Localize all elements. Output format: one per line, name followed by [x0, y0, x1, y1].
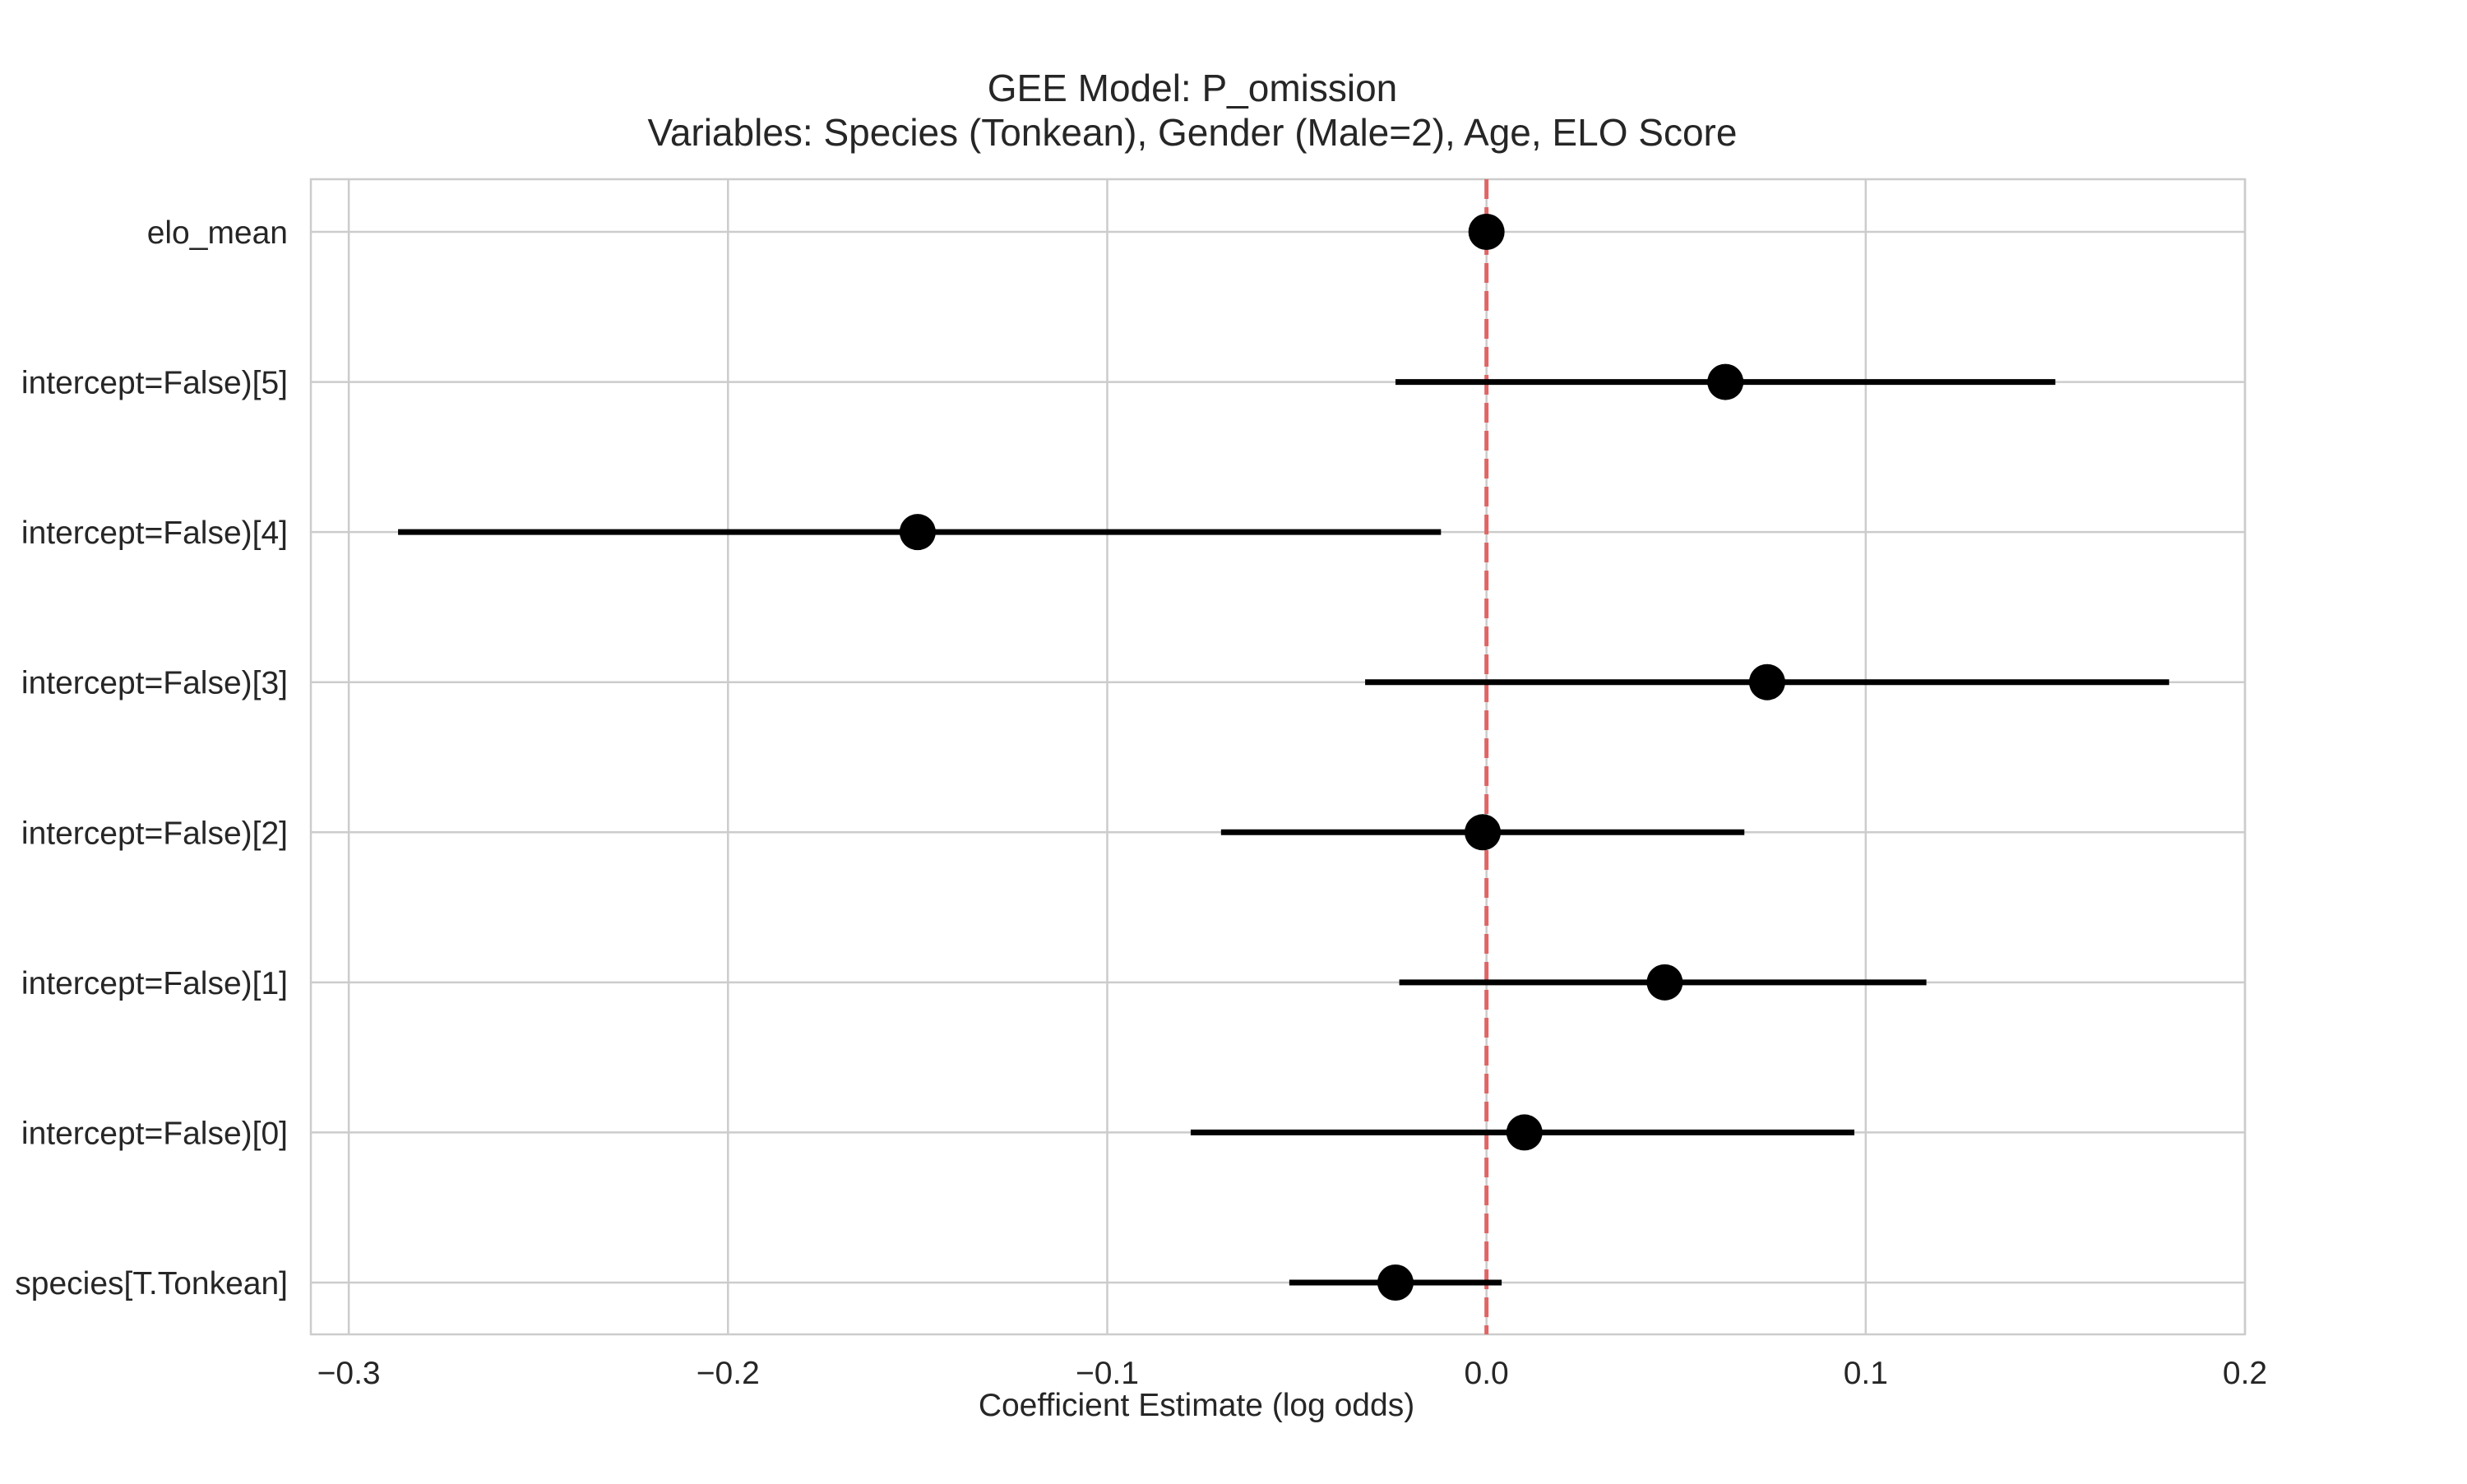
chart-title: GEE Model: P_omission — [988, 67, 1398, 109]
y-tick-label: intercept=False)[5] — [21, 366, 288, 401]
y-tick-label: intercept=False)[0] — [21, 1116, 288, 1151]
y-tick-label: elo_mean — [147, 215, 288, 251]
y-tick-label: intercept=False)[1] — [21, 966, 288, 1001]
estimate-point — [899, 514, 936, 551]
estimate-point — [1506, 1114, 1543, 1151]
estimate-point — [1377, 1264, 1414, 1301]
x-tick-label: 0.2 — [2223, 1356, 2267, 1391]
x-tick-label: −0.1 — [1076, 1356, 1139, 1391]
chart-subtitle: Variables: Species (Tonkean), Gender (Ma… — [648, 111, 1738, 154]
y-tick-label: intercept=False)[4] — [21, 515, 288, 551]
x-tick-label: −0.3 — [317, 1356, 381, 1391]
y-tick-label: intercept=False)[3] — [21, 666, 288, 701]
estimate-point — [1748, 663, 1785, 700]
estimate-point — [1465, 814, 1502, 851]
estimate-point — [1646, 964, 1683, 1001]
y-tick-label: intercept=False)[2] — [21, 816, 288, 851]
x-tick-label: −0.2 — [697, 1356, 760, 1391]
y-tick-label: species[T.Tonkean] — [15, 1266, 288, 1301]
x-axis-label: Coefficient Estimate (log odds) — [979, 1388, 1414, 1423]
estimate-point — [1468, 214, 1505, 250]
x-tick-label: 0.1 — [1844, 1356, 1888, 1391]
x-tick-label: 0.0 — [1465, 1356, 1509, 1391]
x-tick-labels: −0.3 −0.2 −0.1 0.0 0.1 0.2 — [317, 1356, 2267, 1391]
estimate-point — [1707, 363, 1744, 400]
plot-frame — [309, 178, 2247, 1336]
y-tick-labels: elo_mean intercept=False)[5] intercept=Fal… — [15, 215, 288, 1301]
estimate-marks — [398, 214, 2169, 1301]
